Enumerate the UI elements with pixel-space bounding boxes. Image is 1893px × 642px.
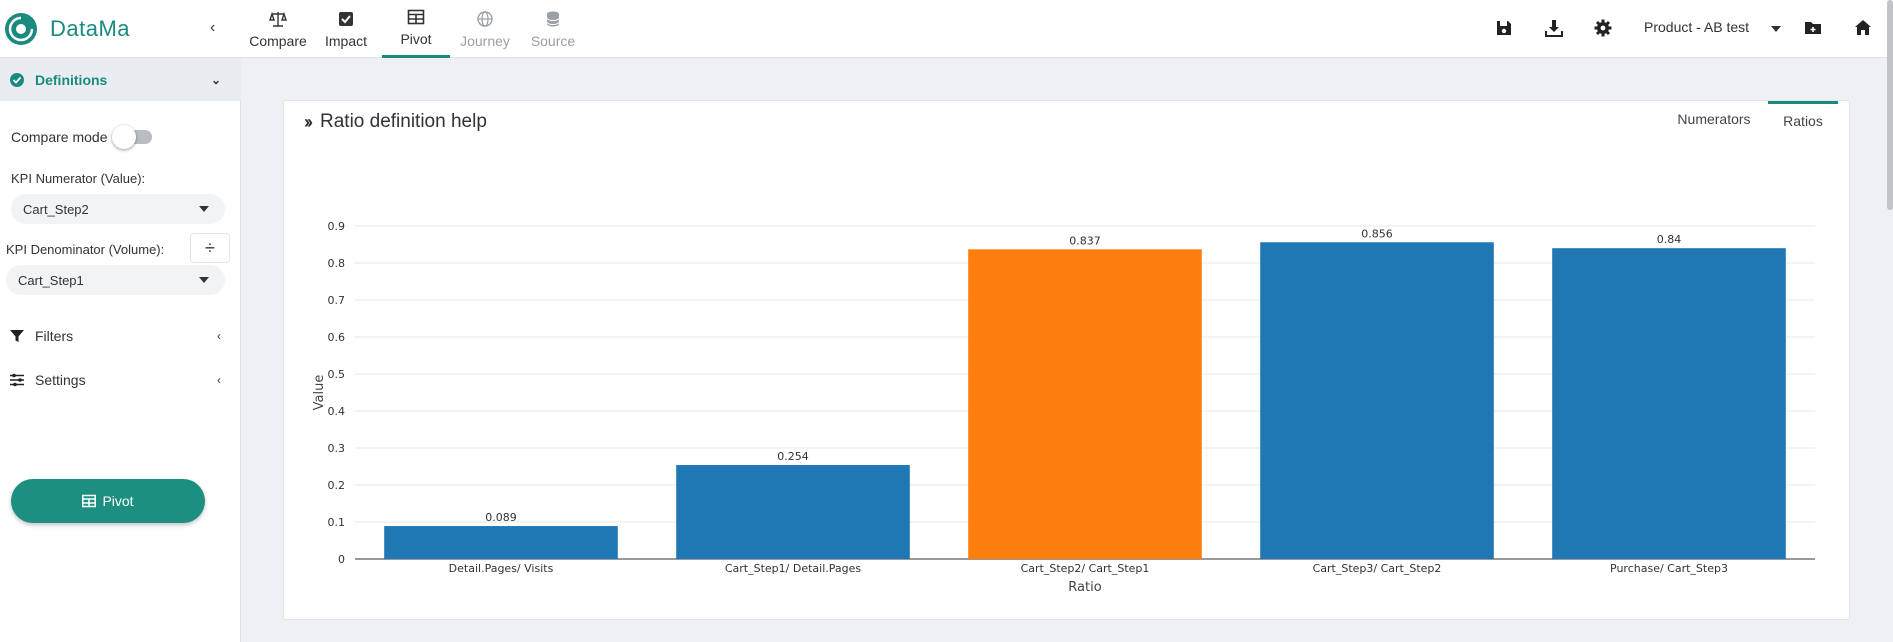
denominator-label: KPI Denominator (Volume): bbox=[6, 242, 165, 257]
numerator-label: KPI Numerator (Value): bbox=[11, 171, 146, 186]
bar bbox=[1552, 248, 1786, 559]
denominator-value: Cart_Step1 bbox=[18, 272, 84, 288]
home-icon[interactable] bbox=[1854, 19, 1872, 37]
card-title: Ratio definition help bbox=[320, 111, 487, 132]
y-tick-label: 0.1 bbox=[328, 516, 346, 529]
bar-value-label: 0.84 bbox=[1657, 233, 1682, 246]
tab-numerators[interactable]: Numerators bbox=[1677, 111, 1751, 127]
app-name: DataMa bbox=[50, 16, 131, 41]
y-axis-title: Value bbox=[312, 375, 327, 411]
numerator-value: Cart_Step2 bbox=[23, 201, 89, 217]
chevron-down-icon bbox=[199, 277, 209, 283]
y-tick-label: 0.8 bbox=[328, 257, 346, 270]
definitions-title: Definitions bbox=[35, 72, 108, 88]
tab-ratios[interactable]: Ratios bbox=[1768, 101, 1838, 137]
compare-mode-label: Compare mode bbox=[11, 129, 108, 145]
database-icon bbox=[546, 11, 560, 26]
brand[interactable]: DataMa bbox=[4, 12, 130, 46]
tab-label: Impact bbox=[324, 32, 367, 49]
y-tick-label: 0.7 bbox=[328, 294, 346, 307]
bar-value-label: 0.254 bbox=[777, 450, 809, 463]
chevron-left-icon: ‹ bbox=[217, 329, 221, 343]
pivot-button-label: Pivot bbox=[102, 493, 134, 509]
filter-icon bbox=[10, 330, 24, 342]
chevron-left-icon: ‹ bbox=[217, 373, 221, 387]
sliders-icon bbox=[10, 373, 24, 387]
numerator-select[interactable]: Cart_Step2 bbox=[11, 194, 225, 224]
x-tick-label: Purchase/ Cart_Step3 bbox=[1610, 562, 1728, 575]
project-select[interactable]: Product - AB test bbox=[1644, 19, 1750, 35]
globe-icon bbox=[477, 10, 493, 27]
save-icon[interactable] bbox=[1495, 19, 1513, 37]
compare-mode-toggle[interactable] bbox=[112, 125, 158, 149]
tab-label: Pivot bbox=[400, 31, 432, 47]
double-chevron-right-icon[interactable]: ›› bbox=[304, 111, 313, 132]
y-tick-label: 0.9 bbox=[328, 220, 346, 233]
x-tick-label: Detail.Pages/ Visits bbox=[449, 562, 554, 575]
filters-section-header[interactable]: Filters ‹ bbox=[0, 315, 241, 357]
bar bbox=[676, 465, 910, 559]
y-tick-label: 0.2 bbox=[328, 479, 346, 492]
filters-label: Filters bbox=[35, 328, 74, 344]
definitions-section-header[interactable]: Definitions ⌄ bbox=[0, 59, 241, 101]
y-tick-label: 0.5 bbox=[328, 368, 346, 381]
x-tick-label: Cart_Step1/ Detail.Pages bbox=[725, 562, 862, 575]
y-tick-label: 0 bbox=[338, 553, 345, 566]
bar bbox=[384, 526, 618, 559]
tab-label: Source bbox=[530, 32, 576, 49]
y-tick-label: 0.4 bbox=[328, 405, 346, 418]
x-tick-label: Cart_Step2/ Cart_Step1 bbox=[1021, 562, 1150, 575]
pivot-button[interactable]: Pivot bbox=[11, 479, 205, 523]
tab-impact[interactable]: Impact bbox=[318, 0, 374, 58]
settings-label: Settings bbox=[35, 372, 86, 388]
collapse-sidebar-icon[interactable]: ‹ bbox=[210, 19, 216, 36]
top-bar: DataMa ‹ Compare Impact Pivot Journey So… bbox=[0, 0, 1893, 210]
tab-compare[interactable]: Compare bbox=[246, 0, 310, 58]
chevron-down-icon[interactable] bbox=[1771, 26, 1781, 32]
card-title-row: ›› Ratio definition help bbox=[304, 111, 487, 133]
chevron-down-icon bbox=[199, 206, 209, 212]
tab-journey[interactable]: Journey bbox=[456, 0, 514, 58]
tab-source[interactable]: Source bbox=[524, 0, 582, 58]
bar-value-label: 0.856 bbox=[1361, 227, 1393, 240]
download-icon[interactable] bbox=[1545, 19, 1563, 37]
balance-scale-icon bbox=[269, 11, 287, 27]
datama-logo-icon bbox=[5, 13, 37, 45]
settings-section-header[interactable]: Settings ‹ bbox=[0, 359, 241, 401]
y-tick-label: 0.6 bbox=[328, 331, 346, 344]
tab-pivot[interactable]: Pivot bbox=[382, 0, 450, 58]
tab-label: Compare bbox=[249, 32, 307, 49]
table-icon bbox=[82, 494, 97, 508]
bar bbox=[968, 249, 1202, 559]
check-circle-icon bbox=[10, 73, 24, 87]
folder-icon[interactable] bbox=[1804, 19, 1822, 37]
x-axis-title: Ratio bbox=[1068, 580, 1101, 595]
tab-label: Journey bbox=[460, 32, 510, 49]
gear-icon[interactable] bbox=[1594, 19, 1612, 37]
denominator-select[interactable]: Cart_Step1 bbox=[6, 265, 225, 295]
bar bbox=[1260, 242, 1494, 559]
y-tick-label: 0.3 bbox=[328, 442, 346, 455]
bar-value-label: 0.089 bbox=[485, 511, 517, 524]
scrollbar[interactable] bbox=[1887, 0, 1893, 210]
chevron-down-icon: ⌄ bbox=[210, 73, 221, 87]
sidebar: Definitions ⌄ Compare mode KPI Numerator… bbox=[0, 59, 241, 642]
checkbox-icon bbox=[339, 11, 353, 26]
divide-button[interactable]: ÷ bbox=[190, 233, 230, 263]
bar-value-label: 0.837 bbox=[1069, 234, 1101, 247]
x-tick-label: Cart_Step3/ Cart_Step2 bbox=[1313, 562, 1442, 575]
table-icon bbox=[407, 9, 425, 25]
toggle-knob bbox=[112, 125, 136, 149]
ratio-bar-chart: 0 0.1 0.2 0.3 0.4 0.5 0.6 0.7 0.8 0.9 0.089 Detail.… bbox=[312, 220, 1815, 595]
